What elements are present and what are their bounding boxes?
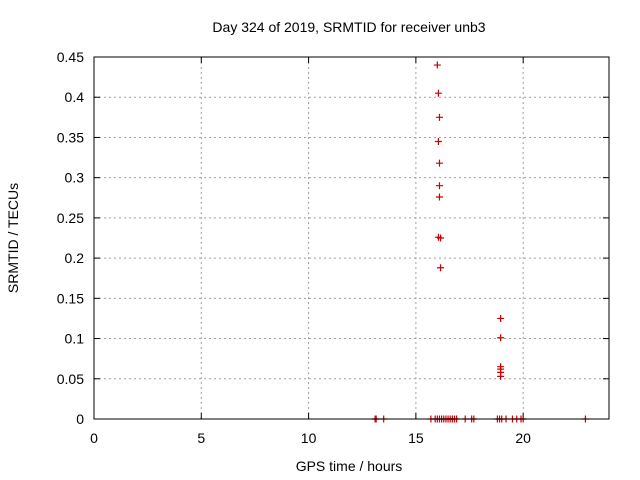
x-tick-label: 15 xyxy=(408,430,424,446)
data-point xyxy=(497,372,505,380)
y-axis-label: SRMTID / TECUs xyxy=(5,183,21,293)
data-points xyxy=(371,61,589,423)
data-point xyxy=(434,89,442,97)
y-tick-label: 0 xyxy=(76,411,84,427)
x-tick-label: 5 xyxy=(197,430,205,446)
x-tick-label: 20 xyxy=(515,430,531,446)
data-point xyxy=(437,264,445,272)
x-tick-label: 10 xyxy=(301,430,317,446)
axis-ticks: 0 5 10 15 20 0 0.05 0.1 0.15 0.2 0.25 0.3 0.35 0.4 0.4… xyxy=(57,49,609,446)
data-point xyxy=(434,137,442,145)
x-tick-label: 0 xyxy=(90,430,98,446)
grid xyxy=(94,57,609,419)
data-point xyxy=(435,113,443,121)
y-tick-label: 0.05 xyxy=(57,371,84,387)
data-point xyxy=(497,314,505,322)
y-tick-label: 0.4 xyxy=(65,89,85,105)
data-point xyxy=(435,193,443,201)
plot-area-frame xyxy=(93,56,610,420)
chart-title: Day 324 of 2019, SRMTID for receiver unb… xyxy=(212,19,485,35)
y-tick-label: 0.3 xyxy=(65,170,85,186)
data-point xyxy=(437,234,445,242)
x-axis-label: GPS time / hours xyxy=(296,458,403,474)
y-tick-label: 0.1 xyxy=(65,331,85,347)
data-point xyxy=(435,159,443,167)
data-point xyxy=(435,182,443,190)
y-tick-label: 0.15 xyxy=(57,290,84,306)
y-tick-label: 0.2 xyxy=(65,250,85,266)
data-point xyxy=(433,61,441,69)
y-tick-label: 0.45 xyxy=(57,49,84,65)
y-tick-label: 0.35 xyxy=(57,129,84,145)
data-point xyxy=(497,334,505,342)
y-tick-label: 0.25 xyxy=(57,210,84,226)
